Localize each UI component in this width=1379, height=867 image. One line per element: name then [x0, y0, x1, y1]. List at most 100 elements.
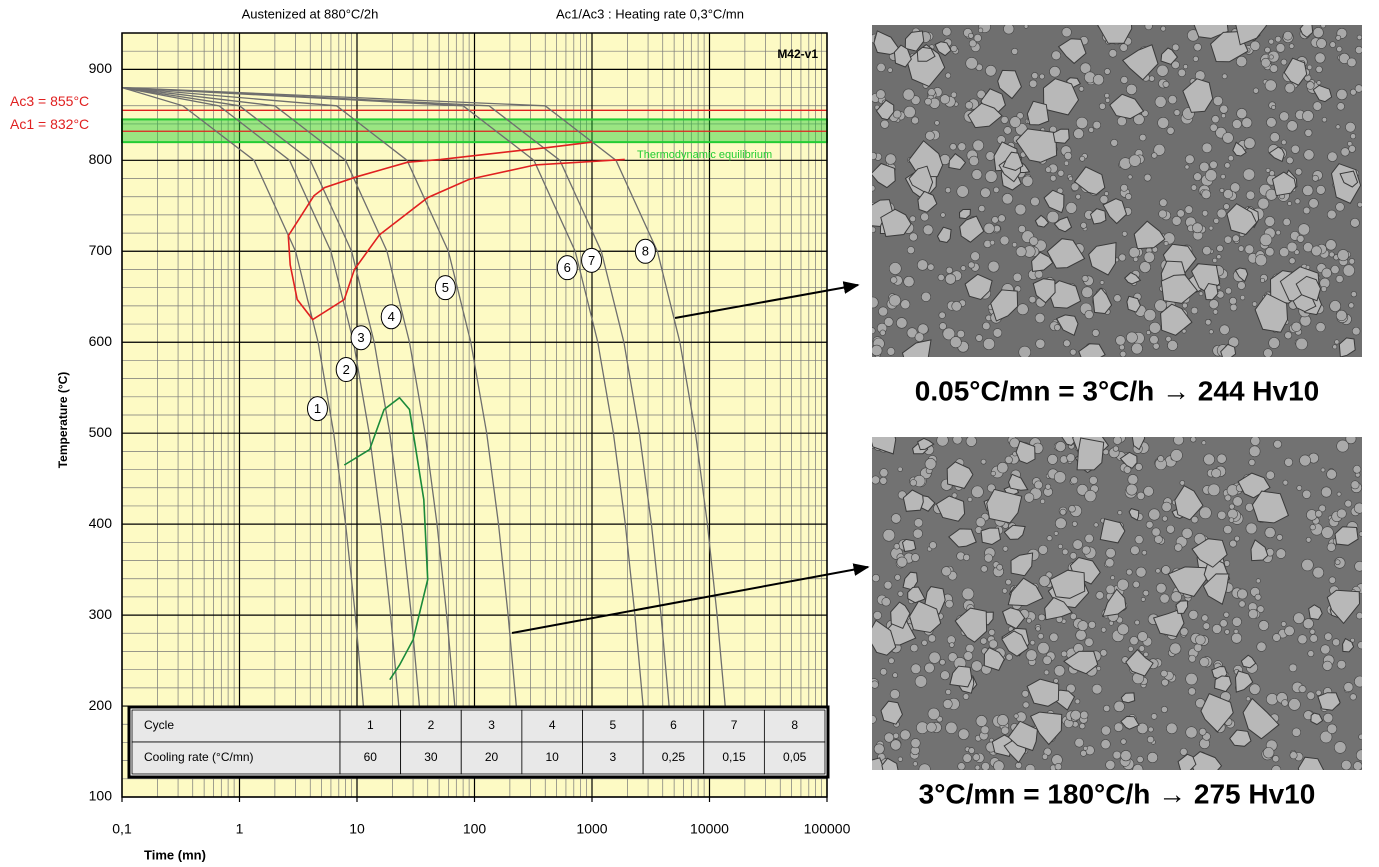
particle — [1078, 621, 1088, 631]
particle — [1228, 509, 1238, 519]
chart-title: Austenized at 880°C/2h — [242, 6, 379, 21]
particle — [1106, 585, 1115, 594]
particle — [1211, 469, 1220, 478]
particle — [1297, 235, 1304, 242]
particle — [885, 154, 896, 165]
particle — [1063, 340, 1070, 347]
particle — [989, 640, 998, 649]
particle — [1307, 65, 1312, 70]
particle — [982, 322, 990, 330]
particle — [1269, 55, 1273, 59]
particle — [1345, 122, 1355, 132]
particle — [1202, 615, 1209, 622]
particle — [1311, 246, 1321, 256]
particle — [1281, 59, 1287, 65]
y-tick-label: 200 — [89, 697, 113, 713]
particle — [1229, 504, 1234, 509]
particle — [1149, 76, 1155, 82]
particle — [1285, 332, 1292, 339]
carbide — [1077, 438, 1104, 470]
particle — [917, 260, 928, 271]
particle — [950, 337, 961, 348]
particle — [1047, 211, 1059, 223]
particle — [1089, 476, 1097, 484]
particle — [1085, 310, 1094, 319]
particle — [1309, 198, 1319, 208]
particle — [985, 171, 997, 183]
particle — [910, 479, 917, 486]
particle — [1266, 168, 1270, 172]
particle — [1327, 469, 1337, 479]
particle — [1349, 258, 1355, 264]
particle — [882, 598, 891, 607]
particle — [1146, 521, 1153, 528]
particle — [1191, 307, 1198, 314]
particle — [1045, 484, 1050, 489]
particle — [1185, 165, 1189, 169]
particle — [923, 225, 933, 235]
particle — [1062, 27, 1072, 37]
particle — [1279, 247, 1288, 256]
particle — [888, 68, 893, 73]
particle — [1070, 552, 1077, 559]
particle — [1060, 509, 1066, 515]
particle — [1163, 81, 1169, 87]
particle — [1114, 701, 1125, 712]
particle — [1246, 523, 1257, 534]
particle — [1255, 254, 1266, 265]
particle — [969, 40, 976, 47]
particle — [1224, 204, 1230, 210]
particle — [1111, 139, 1118, 146]
particle — [1316, 38, 1326, 48]
x-tick-label: 10000 — [690, 821, 729, 837]
particle — [980, 188, 990, 198]
particle — [1261, 58, 1270, 67]
page: 1002003004005006007008009000,11101001000… — [0, 0, 1379, 867]
particle — [869, 328, 875, 334]
particle — [1170, 643, 1181, 654]
particle — [1156, 569, 1161, 574]
particle — [984, 554, 992, 562]
particle — [871, 681, 878, 688]
particle — [1352, 327, 1360, 335]
particle — [1076, 630, 1087, 641]
particle — [1082, 546, 1090, 554]
particle — [1266, 471, 1275, 480]
particle — [929, 652, 940, 663]
particle — [942, 567, 951, 576]
particle — [1114, 295, 1121, 302]
particle — [1232, 235, 1239, 242]
particle — [981, 762, 989, 770]
particle — [1213, 96, 1223, 106]
particle — [874, 744, 884, 754]
particle — [1357, 202, 1362, 207]
particle — [1047, 536, 1052, 541]
particle — [1326, 240, 1337, 251]
particle — [1258, 198, 1269, 209]
particle — [1017, 304, 1028, 315]
particle — [1283, 218, 1291, 226]
particle — [1224, 190, 1233, 199]
particle — [1303, 185, 1313, 195]
particle — [1052, 51, 1061, 60]
particle — [1161, 566, 1170, 575]
particle — [1357, 35, 1362, 40]
particle — [1250, 41, 1260, 51]
particle — [998, 215, 1005, 222]
particle — [1336, 203, 1345, 212]
particle — [893, 673, 898, 678]
particle — [997, 564, 1003, 570]
particle — [1229, 297, 1236, 304]
y-axis-label: Temperature (°C) — [56, 372, 70, 469]
particle — [939, 312, 946, 319]
particle — [1002, 193, 1013, 204]
particle — [1300, 455, 1311, 466]
particle — [1224, 612, 1229, 617]
particle — [961, 266, 966, 271]
particle — [1330, 42, 1336, 48]
particle — [928, 264, 935, 271]
particle — [1101, 627, 1106, 632]
particle — [991, 471, 996, 476]
particle — [1174, 544, 1182, 552]
particle — [1157, 65, 1168, 76]
